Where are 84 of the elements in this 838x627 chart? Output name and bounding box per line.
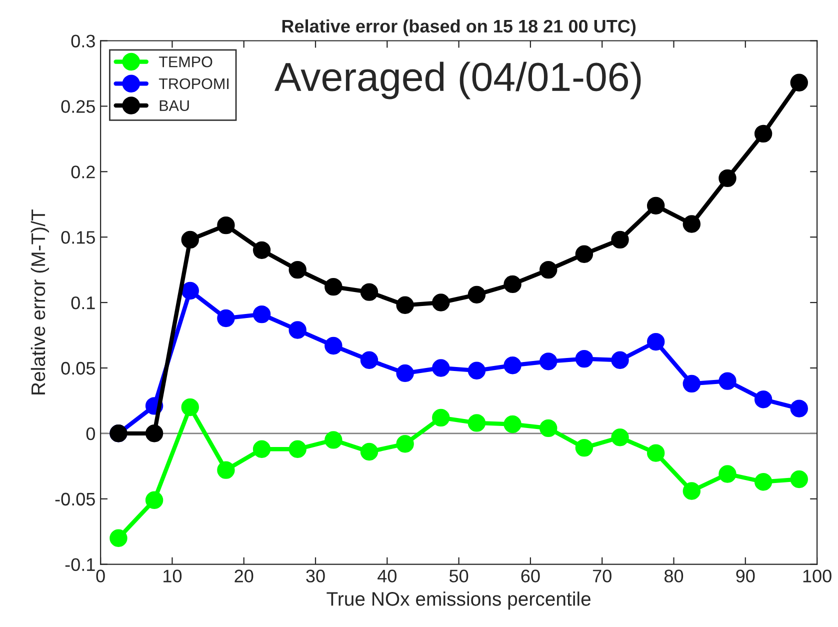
- point: [288, 321, 306, 339]
- x-tick-label: 50: [449, 570, 468, 582]
- point: [360, 351, 378, 369]
- point: [181, 282, 199, 300]
- x-tick-label: 100: [803, 570, 832, 582]
- y-tick-label: -0.05: [55, 492, 95, 506]
- point: [217, 309, 235, 328]
- point: [110, 529, 128, 547]
- chart-title: Relative error (based on 15 18 21 00 UTC): [282, 19, 636, 36]
- x-tick-label: 30: [306, 570, 325, 582]
- point: [504, 415, 522, 434]
- x-tick-label: 80: [664, 570, 684, 582]
- point: [540, 352, 558, 370]
- y-tick-label: 0.2: [71, 166, 95, 178]
- point: [432, 294, 450, 312]
- point: [468, 414, 486, 432]
- point: [288, 260, 306, 279]
- x-tick-label: 0: [96, 570, 105, 582]
- x-axis-title: True NOx emissions percentile: [326, 592, 590, 610]
- point: [682, 482, 701, 500]
- x-tick-label: 60: [521, 570, 540, 582]
- point: [396, 435, 414, 453]
- point: [718, 465, 736, 483]
- point: [646, 196, 665, 215]
- point: [217, 216, 235, 234]
- point: [252, 440, 271, 458]
- y-tick-label: 0.25: [61, 100, 95, 113]
- point: [252, 241, 271, 260]
- point: [504, 275, 522, 294]
- x-tick-label: 40: [378, 570, 396, 582]
- point: [718, 372, 736, 390]
- annotation: Averaged (04/01-06): [274, 62, 641, 100]
- y-tick-label: 0.05: [61, 362, 95, 375]
- point: [611, 428, 629, 446]
- point: [181, 398, 199, 416]
- legend-label: BAU: [160, 100, 189, 112]
- point: [468, 362, 486, 380]
- point: [790, 470, 808, 488]
- point: [432, 408, 450, 427]
- point: [611, 230, 629, 249]
- point: [432, 359, 450, 377]
- point: [468, 286, 486, 304]
- y-tick-label: 0.3: [71, 34, 95, 48]
- x-tick-label: 10: [164, 570, 182, 582]
- point: [790, 400, 808, 418]
- point: [360, 283, 378, 301]
- point: [360, 442, 378, 461]
- y-tick-label: 0: [86, 427, 95, 440]
- point: [181, 230, 199, 249]
- point: [575, 438, 594, 457]
- x-tick-label: 70: [592, 570, 612, 582]
- y-tick-label: -0.1: [65, 558, 95, 572]
- point: [396, 296, 414, 314]
- point: [396, 364, 414, 382]
- point: [718, 169, 736, 188]
- x-tick-label: 90: [736, 570, 755, 582]
- point: [324, 336, 342, 355]
- point: [682, 215, 701, 233]
- y-axis-title: Relative error (M-T)/T: [30, 210, 49, 394]
- point: [540, 419, 558, 438]
- point: [252, 305, 271, 324]
- point: [575, 245, 594, 263]
- point: [754, 124, 772, 143]
- point: [682, 374, 701, 393]
- point: [324, 278, 342, 296]
- point: [288, 440, 306, 458]
- y-tick-label: 0.1: [71, 296, 95, 310]
- x-tick-label: 20: [234, 570, 254, 582]
- point: [145, 424, 164, 442]
- point: [646, 444, 665, 462]
- point: [754, 472, 772, 491]
- legend-label: TROPOMI: [158, 78, 228, 90]
- point: [790, 74, 808, 92]
- point: [646, 332, 665, 351]
- point: [575, 350, 594, 368]
- legend-label: TEMPO: [158, 56, 212, 68]
- point: [611, 351, 629, 369]
- y-tick-label: 0.15: [61, 231, 95, 244]
- point: [145, 491, 164, 510]
- point: [217, 461, 235, 479]
- point: [324, 431, 342, 449]
- point: [504, 356, 522, 374]
- point: [754, 390, 772, 408]
- point: [540, 260, 558, 279]
